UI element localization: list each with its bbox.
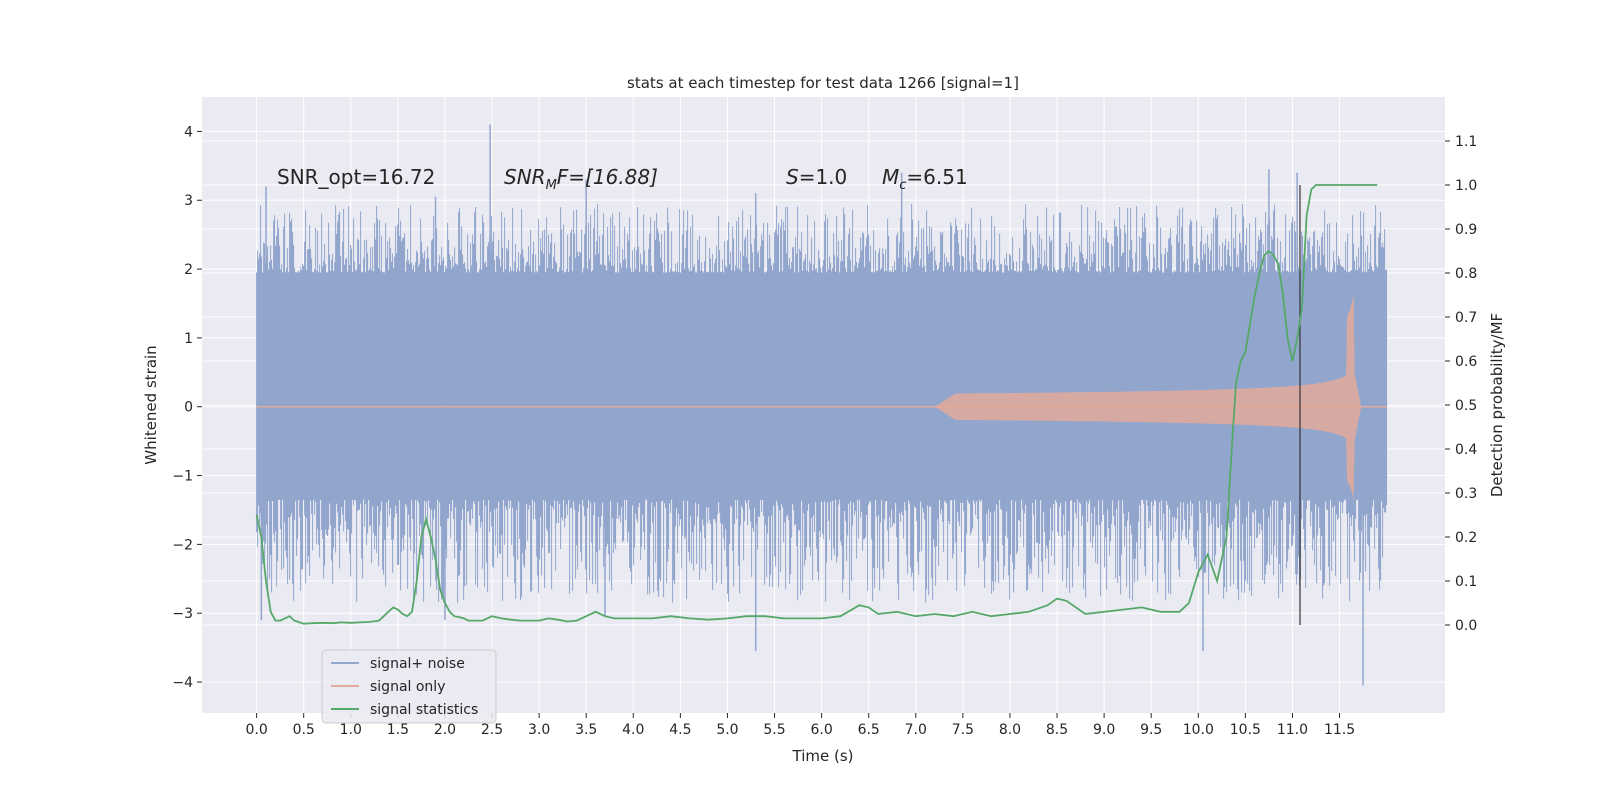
y2-tick-label: 0.6 <box>1455 354 1477 370</box>
x-axis-label: Time (s) <box>792 747 854 765</box>
y-tick-label: 4 <box>184 124 193 140</box>
annotation-s: S=1.0 <box>786 165 847 189</box>
y-tick-label: 0 <box>184 400 193 416</box>
y2-axis-ticks: 1.1 1.0 0.9 0.8 0.7 0.6 0.5 0.4 0.3 0.2 0.1 0.0 <box>1445 134 1477 634</box>
x-tick-label: 1.0 <box>340 722 362 738</box>
annotation-snr-mf-main: SNR <box>504 165 546 189</box>
y2-tick-label: 0.4 <box>1455 442 1477 458</box>
y2-tick-label: 0.2 <box>1455 530 1477 546</box>
x-tick-label: 9.5 <box>1140 722 1162 738</box>
x-tick-label: 11.5 <box>1324 722 1355 738</box>
x-tick-label: 2.0 <box>434 722 456 738</box>
series-signal-noise <box>256 124 1388 686</box>
y2-tick-label: 0.3 <box>1455 486 1477 502</box>
x-tick-label: 8.5 <box>1046 722 1068 738</box>
x-tick-label: 1.5 <box>387 722 409 738</box>
x-tick-label: 4.5 <box>669 722 691 738</box>
y2-tick-label: 0.1 <box>1455 574 1477 590</box>
series-signal-only <box>256 294 1387 500</box>
y-axis-label: Whitened strain <box>142 345 160 464</box>
y-tick-label: −2 <box>172 537 193 553</box>
annotation-snr-mf: SNRMF=[16.88] <box>504 165 658 193</box>
y-tick-label: −4 <box>172 675 193 691</box>
x-tick-label: 3.5 <box>575 722 597 738</box>
x-tick-label: 7.0 <box>905 722 927 738</box>
series-signal-statistics <box>255 184 1378 625</box>
y-tick-label: 1 <box>184 331 193 347</box>
annotation-mc-main: M <box>882 165 899 189</box>
x-axis-ticks: 0.0 0.5 1.0 1.5 2.0 2.5 3.0 3.5 4.0 4.5 5.0 5.5 6.0 6… <box>245 713 1355 738</box>
y-tick-label: −3 <box>172 606 193 622</box>
signal-envelope <box>934 294 1362 500</box>
annotation-mc-rest: =6.51 <box>906 165 967 189</box>
legend: signal+ noise signal only signal statist… <box>321 649 497 724</box>
y2-tick-label: 0.0 <box>1455 618 1477 634</box>
x-tick-label: 10.5 <box>1230 722 1261 738</box>
annotation-snr-mf-sub: M <box>546 178 557 193</box>
x-tick-label: 2.5 <box>481 722 503 738</box>
x-tick-label: 5.0 <box>716 722 738 738</box>
annotation-snr-mf-rest: F=[16.88] <box>557 165 658 189</box>
y-tick-label: 2 <box>184 262 193 278</box>
y2-tick-label: 1.1 <box>1455 134 1477 150</box>
x-tick-label: 4.0 <box>622 722 644 738</box>
annotation-mc: Mc=6.51 <box>882 165 968 193</box>
annotation-s-rest: =1.0 <box>799 165 848 189</box>
annotation-mc-sub: c <box>899 178 906 193</box>
y2-axis-label: Detection probability/MF <box>1488 313 1506 497</box>
x-tick-label: 11.0 <box>1277 722 1308 738</box>
x-tick-label: 6.5 <box>858 722 880 738</box>
x-tick-label: 0.0 <box>245 722 267 738</box>
y-tick-label: −1 <box>172 469 193 485</box>
statistics-line <box>255 184 1378 625</box>
x-tick-label: 6.0 <box>810 722 832 738</box>
x-tick-label: 8.0 <box>999 722 1021 738</box>
chart-title: stats at each timestep for test data 126… <box>627 74 1019 92</box>
legend-box <box>321 649 497 724</box>
y-tick-label: 3 <box>184 193 193 209</box>
y2-tick-label: 1.0 <box>1455 178 1477 194</box>
y2-tick-label: 0.9 <box>1455 222 1477 238</box>
legend-label-signal-only: signal only <box>370 679 445 695</box>
x-tick-label: 5.5 <box>763 722 785 738</box>
legend-label-signal-statistics: signal statistics <box>370 702 478 718</box>
x-tick-label: 9.0 <box>1093 722 1115 738</box>
y2-tick-label: 0.7 <box>1455 310 1477 326</box>
legend-label-signal-noise: signal+ noise <box>370 656 465 672</box>
y2-tick-label: 0.5 <box>1455 398 1477 414</box>
annotation-snr-opt: SNR_opt=16.72 <box>277 165 435 189</box>
x-tick-label: 3.0 <box>528 722 550 738</box>
y-axis-ticks: 4 3 2 1 0 −1 −2 −3 −4 <box>172 124 202 691</box>
x-tick-label: 0.5 <box>293 722 315 738</box>
y2-tick-label: 0.8 <box>1455 266 1477 282</box>
x-tick-label: 10.0 <box>1183 722 1214 738</box>
annotation-s-main: S <box>786 165 799 189</box>
x-tick-label: 7.5 <box>952 722 974 738</box>
